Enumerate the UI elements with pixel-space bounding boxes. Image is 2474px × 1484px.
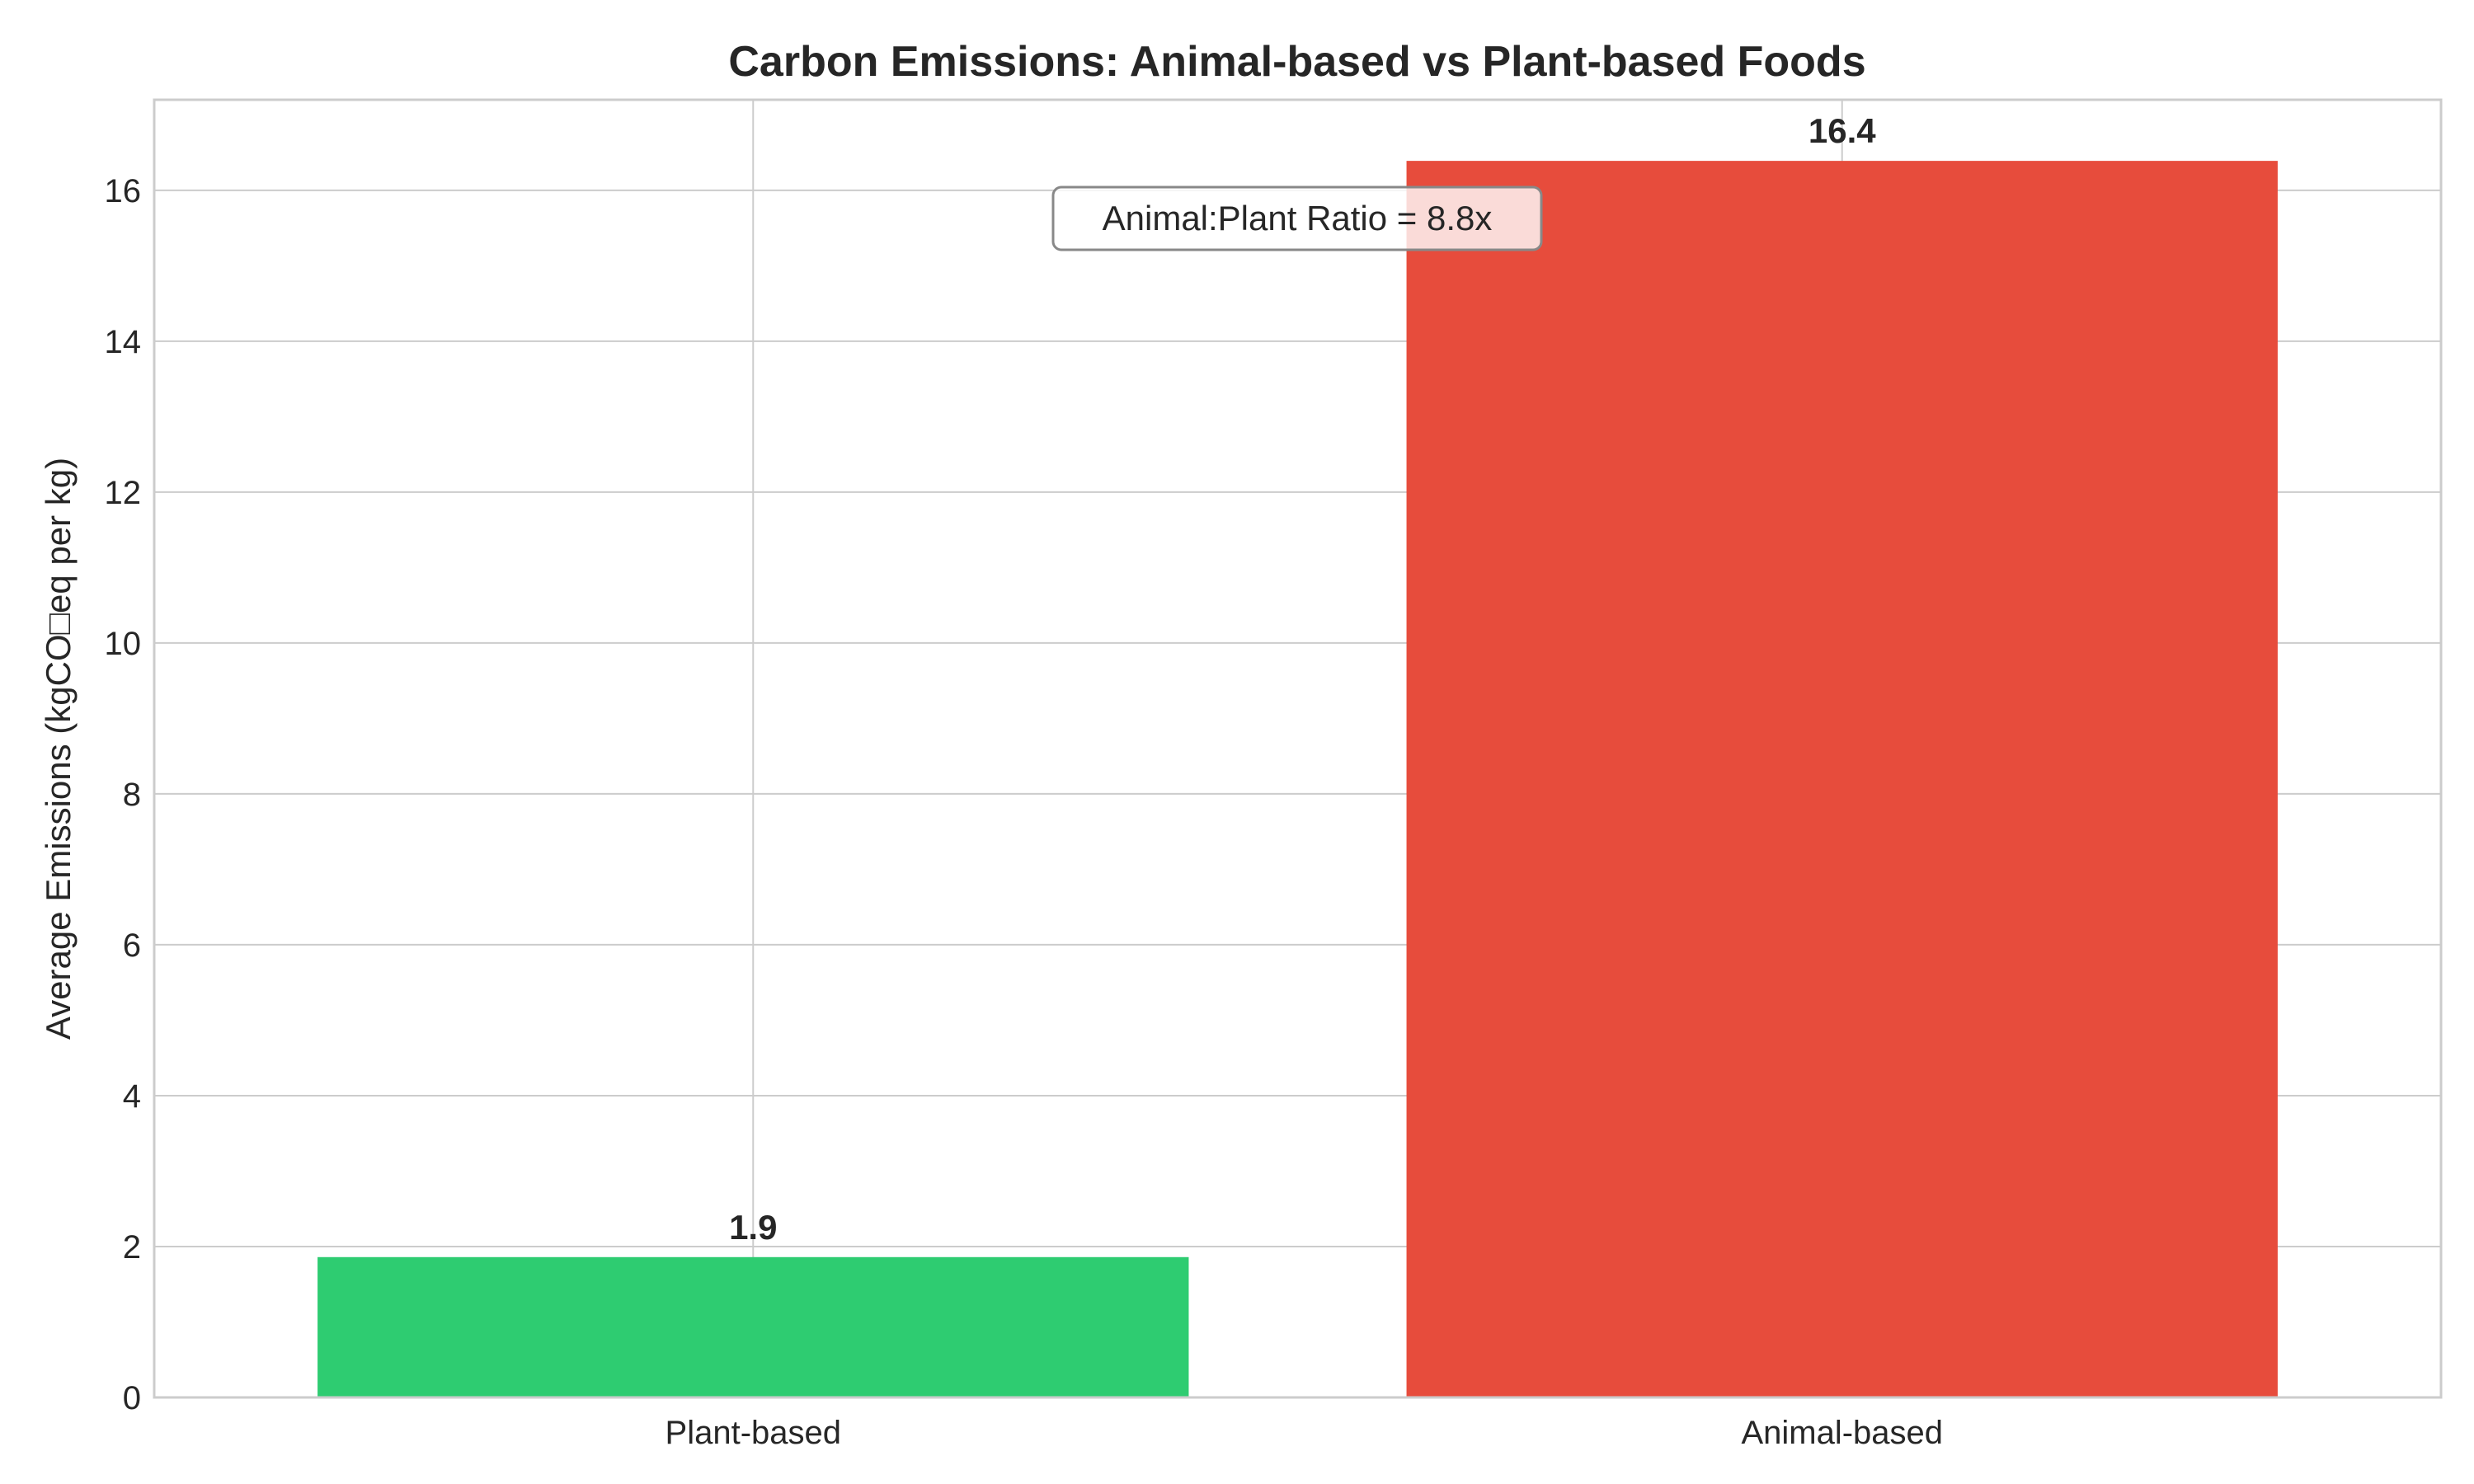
bar-value-label: 16.4 [1808,111,1876,150]
x-tick-labels: Plant-based Animal-based [666,1415,1944,1451]
bar-value-label: 1.9 [729,1208,777,1247]
y-tick-labels: 0 2 4 6 8 10 12 14 16 [105,173,142,1416]
y-tick-label: 16 [105,173,142,209]
y-tick-label: 0 [123,1380,141,1416]
y-tick-label: 14 [105,324,142,360]
y-axis-label: Average Emissions (kgCO□eq per kg) [39,458,78,1040]
x-tick-label: Animal-based [1741,1415,1943,1451]
bar-animal-based [1406,161,2278,1398]
y-tick-label: 12 [105,475,142,511]
ratio-annotation-text: Animal:Plant Ratio = 8.8x [1103,199,1493,237]
y-tick-label: 6 [123,928,141,964]
y-tick-label: 10 [105,626,142,662]
y-tick-label: 2 [123,1229,141,1266]
ratio-annotation-box [1051,186,1543,251]
plot-frame [153,98,2443,1399]
bars-layer [317,161,2278,1398]
ratio-annotation: Animal:Plant Ratio = 8.8x [1051,186,1543,251]
value-labels: 1.9 16.4 [729,111,1876,1247]
y-tick-label: 8 [123,777,141,813]
bar-plant-based [317,1256,1189,1397]
x-tick-label: Plant-based [666,1415,841,1451]
y-tick-label: 4 [123,1078,141,1115]
chart-title: Carbon Emissions: Animal-based vs Plant-… [728,38,1865,86]
